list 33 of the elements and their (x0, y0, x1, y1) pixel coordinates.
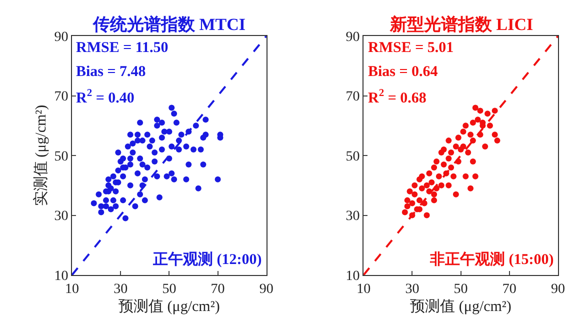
y-tick-label: 50 (54, 149, 68, 164)
y-tick-label: 50 (346, 149, 360, 164)
annotation: 正午观测 (12:00) (152, 251, 262, 268)
x-axis-title: 预测值 (μg/cm²) (410, 298, 512, 315)
x-tick-label: 90 (259, 282, 274, 297)
annotation: Bias = 7.48 (76, 64, 146, 80)
chart-title: 传统光谱指数 MTCI (92, 15, 246, 34)
x-tick-label: 70 (210, 282, 225, 297)
annotation: RMSE = 5.01 (368, 40, 454, 56)
x-tick-label: 10 (65, 282, 79, 297)
y-tick-label: 70 (346, 90, 360, 105)
annotation: R$^{2}$ = 0.40 (76, 88, 134, 106)
x-tick-label: 70 (502, 282, 516, 297)
y-tick-label: 10 (346, 268, 360, 284)
x-tick-label: 50 (454, 282, 468, 297)
annotation: RMSE = 11.50 (76, 40, 168, 56)
x-tick-label: 50 (162, 282, 176, 297)
y-axis-title: 实测值 (μg/cm²) (32, 104, 50, 206)
y-tick-label: 90 (54, 30, 68, 45)
y-tick-label: 30 (54, 209, 68, 224)
y-tick-label: 10 (54, 268, 68, 284)
annotation: Bias = 0.64 (368, 64, 438, 80)
x-axis-title: 预测值 (μg/cm²) (118, 298, 220, 315)
x-tick-label: 10 (356, 282, 371, 297)
x-tick-label: 30 (114, 282, 128, 297)
y-tick-label: 70 (54, 90, 68, 105)
annotation: R$^{2}$ = 0.68 (368, 88, 426, 106)
x-tick-label: 30 (405, 282, 420, 297)
chart-title: 新型光谱指数 LICI (389, 15, 534, 34)
y-tick-label: 90 (346, 30, 360, 45)
x-tick-label: 90 (551, 282, 565, 297)
y-tick-label: 30 (346, 209, 360, 224)
annotation: 非正午观测 (15:00) (429, 251, 554, 268)
